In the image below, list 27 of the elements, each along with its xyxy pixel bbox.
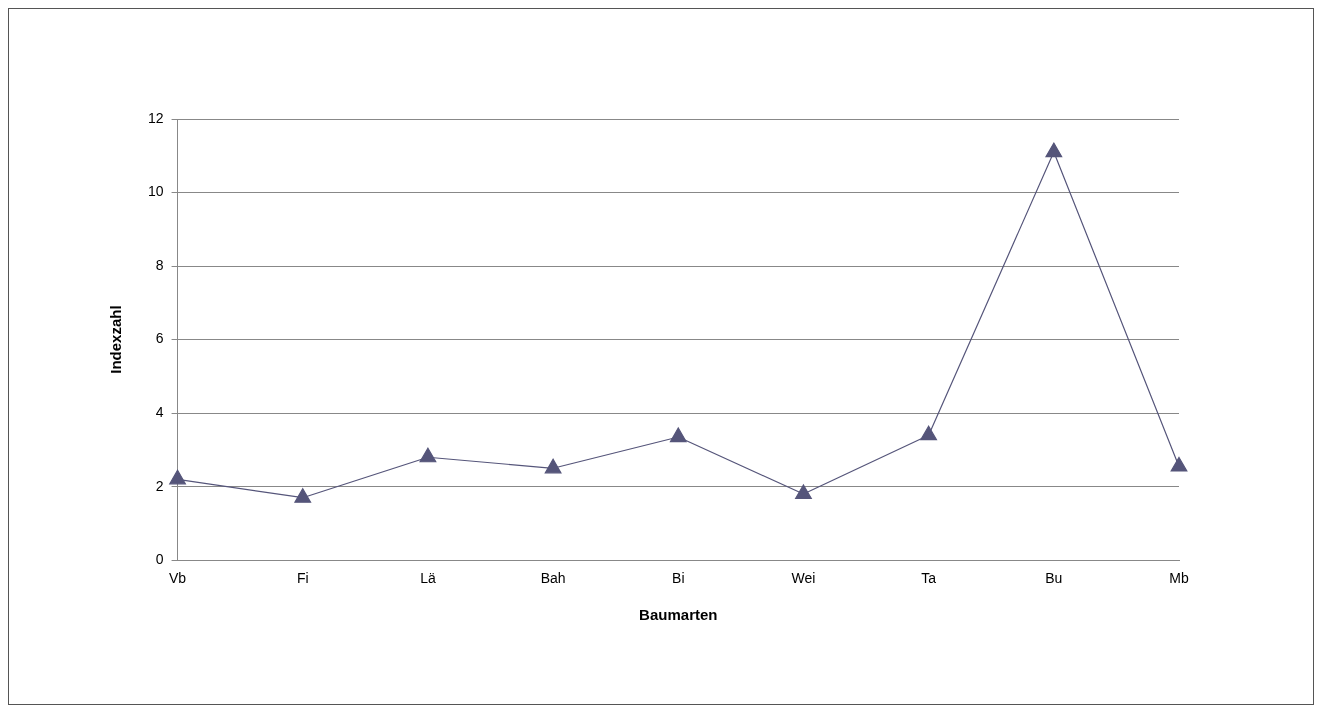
point <box>544 458 562 474</box>
y-tick-label: 8 <box>155 256 164 273</box>
x-tick-label: Ta <box>921 570 937 587</box>
point <box>669 427 687 443</box>
x-tick-label: Vb <box>169 570 187 587</box>
y-tick-label: 10 <box>147 183 164 200</box>
x-tick-label: Mb <box>1169 570 1189 587</box>
y-tick-label: 6 <box>155 330 164 347</box>
point <box>1045 142 1063 158</box>
point <box>419 447 437 463</box>
point <box>795 484 812 500</box>
x-tick-label: Fi <box>296 570 309 587</box>
point <box>1170 456 1188 472</box>
x-tick-label: Bu <box>1045 570 1063 587</box>
y-tick-label: 0 <box>155 551 164 568</box>
x-axis-title: Baumarten <box>639 606 718 624</box>
y-axis-title: Indexzahl <box>107 305 125 374</box>
point <box>169 469 186 485</box>
x-tick-label: Wei <box>791 570 816 587</box>
point <box>920 425 938 441</box>
y-tick-label: 12 <box>147 109 164 126</box>
x-tick-label: Lä <box>420 570 436 587</box>
y-tick-label: 2 <box>155 477 164 494</box>
x-tick-label: Bah <box>540 570 566 587</box>
point <box>294 488 312 503</box>
x-tick-label: Bi <box>672 570 685 587</box>
y-tick-label: 4 <box>155 403 164 420</box>
